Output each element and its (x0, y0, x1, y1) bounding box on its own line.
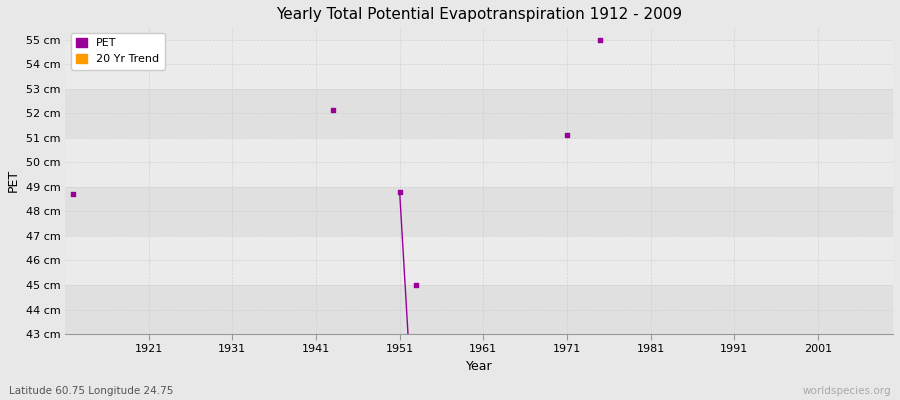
Bar (65, 113, 893, 138)
Bar (65, 260, 893, 285)
Text: Latitude 60.75 Longitude 24.75: Latitude 60.75 Longitude 24.75 (9, 386, 174, 396)
Bar (65, 236, 893, 260)
Text: worldspecies.org: worldspecies.org (803, 386, 891, 396)
Point (593, 36, 608, 43)
Bar (65, 138, 893, 162)
Bar (65, 211, 893, 236)
Bar (65, 40, 893, 64)
Point (326, 106, 340, 113)
Bar (65, 64, 893, 89)
Legend: PET, 20 Yr Trend: PET, 20 Yr Trend (71, 33, 165, 70)
Point (392, 188, 407, 195)
Bar (65, 285, 893, 310)
Point (560, 132, 574, 138)
Y-axis label: PET: PET (7, 169, 20, 192)
X-axis label: Year: Year (466, 360, 492, 373)
Bar (65, 89, 893, 113)
Point (410, 282, 424, 288)
Bar (65, 162, 893, 187)
Point (67, 191, 81, 197)
Title: Yearly Total Potential Evapotranspiration 1912 - 2009: Yearly Total Potential Evapotranspiratio… (276, 7, 682, 22)
Bar (65, 310, 893, 334)
Bar (65, 187, 893, 211)
